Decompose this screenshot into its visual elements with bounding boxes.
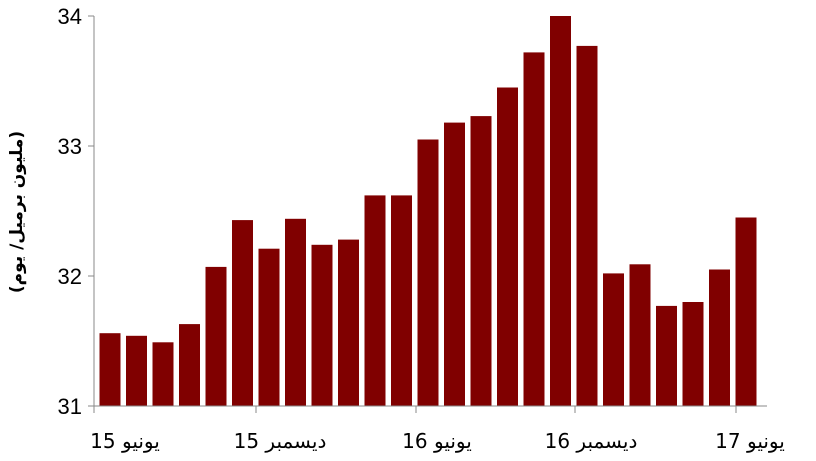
bar xyxy=(152,342,174,406)
x-tick-label: ديسمبر 15 xyxy=(234,429,327,453)
x-tick-label: يونيو 15 xyxy=(90,429,160,453)
bar xyxy=(470,116,492,406)
bar xyxy=(444,122,465,406)
bar xyxy=(497,87,518,406)
y-tick-label: 33 xyxy=(58,134,82,159)
bars-group xyxy=(99,16,757,407)
bar xyxy=(735,217,757,406)
x-tick-label: يونيو 16 xyxy=(402,429,472,453)
x-tick-label: ديسمبر 16 xyxy=(545,429,638,453)
bar xyxy=(709,269,730,406)
y-ticks-group: 31 32 33 34 xyxy=(58,4,94,419)
bar xyxy=(629,264,651,406)
axes-group xyxy=(93,16,767,407)
bar xyxy=(603,273,624,406)
bar xyxy=(179,324,200,406)
y-tick-label: 32 xyxy=(58,264,82,289)
y-axis-label: (مليون برميل/ يوم) xyxy=(7,131,27,293)
bar xyxy=(311,244,333,406)
y-tick-label: 31 xyxy=(58,394,82,419)
x-ticks-group: يونيو 15 ديسمبر 15 يونيو 16 ديسمبر 16 يونيو … xyxy=(90,406,785,453)
bar xyxy=(682,302,704,406)
bar xyxy=(285,218,306,406)
bar xyxy=(232,220,253,406)
bar xyxy=(576,45,598,407)
x-tick-label: يونيو 17 xyxy=(715,429,785,453)
bar xyxy=(523,52,545,407)
bar xyxy=(205,266,227,406)
bar xyxy=(550,16,571,406)
bar xyxy=(364,195,386,406)
bar xyxy=(391,195,412,406)
bar xyxy=(126,335,147,406)
bar xyxy=(338,239,359,406)
bar xyxy=(656,305,677,406)
bar xyxy=(258,248,280,406)
y-tick-label: 34 xyxy=(58,4,82,29)
bar xyxy=(99,333,121,406)
bar xyxy=(417,139,439,406)
